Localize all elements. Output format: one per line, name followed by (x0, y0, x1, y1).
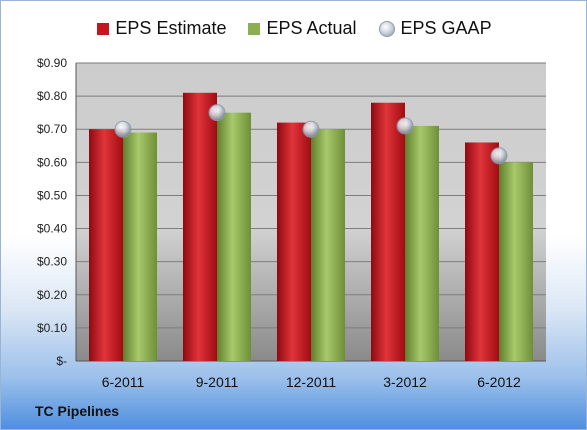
legend-label-eps-estimate: EPS Estimate (115, 18, 227, 38)
legend-swatch-eps-actual (248, 22, 261, 35)
bar-eps-actual (405, 125, 439, 362)
legend-label-eps-actual: EPS Actual (266, 18, 357, 38)
company-name: TC Pipelines (35, 403, 120, 419)
y-tick-label: $0.60 (37, 155, 67, 169)
point-eps-gaap (208, 104, 226, 122)
legend-item-eps-actual: EPS Actual (248, 18, 357, 39)
y-tick-label: $0.90 (37, 56, 67, 70)
x-tick-label: 9-2011 (196, 374, 239, 390)
bar-eps-estimate (183, 92, 217, 362)
x-tick-label: 6-2012 (477, 374, 521, 390)
bar-eps-estimate (371, 102, 405, 361)
bar-eps-estimate (465, 142, 499, 361)
legend: EPS Estimate EPS Actual EPS GAAP (1, 18, 586, 39)
y-tick-label: $0.10 (37, 321, 67, 335)
point-eps-gaap (114, 120, 132, 138)
bar-eps-actual (217, 112, 251, 362)
y-tick-label: $0.50 (37, 188, 67, 202)
y-tick-label: $0.30 (37, 255, 67, 269)
y-tick-label: $- (56, 354, 67, 368)
y-tick-label: $0.80 (37, 89, 67, 103)
x-tick-label: 3-2012 (383, 374, 427, 390)
point-eps-gaap (302, 120, 320, 138)
point-eps-gaap (396, 117, 414, 135)
y-tick-label: $0.20 (37, 288, 67, 302)
bar-eps-estimate (89, 129, 123, 361)
y-tick-label: $0.70 (37, 122, 67, 136)
legend-marker-eps-gaap (378, 20, 395, 37)
x-tick-label: 12-2011 (286, 374, 337, 390)
point-eps-gaap (490, 147, 508, 165)
bar-eps-actual (123, 132, 157, 361)
legend-swatch-eps-estimate (97, 22, 110, 35)
x-tick-label: 6-2011 (102, 374, 145, 390)
bar-eps-estimate (277, 122, 311, 361)
legend-label-eps-gaap: EPS GAAP (400, 18, 492, 38)
legend-item-eps-estimate: EPS Estimate (97, 18, 226, 39)
bar-eps-actual (311, 129, 345, 361)
bar-eps-actual (499, 162, 533, 361)
y-tick-label: $0.40 (37, 222, 67, 236)
legend-item-eps-gaap: EPS GAAP (378, 18, 492, 39)
